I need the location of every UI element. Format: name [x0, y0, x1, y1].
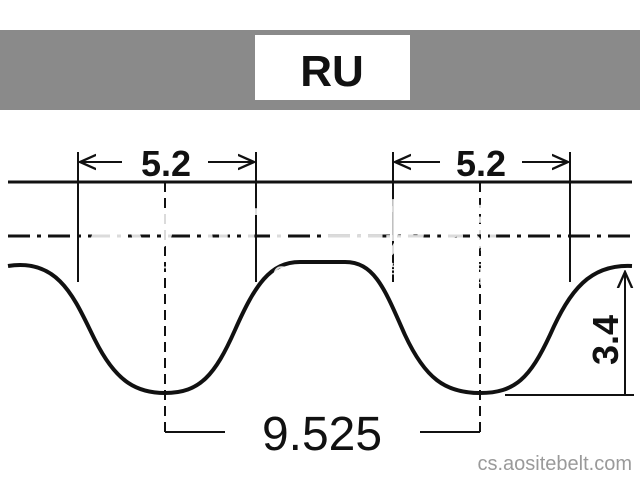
- tooth-centerlines: [164, 182, 481, 432]
- tooth-profile-curve: [7, 260, 633, 396]
- watermark-tagline: PARTS OF CARS 汽 车 配 件: [85, 262, 546, 289]
- tooth-height-label: 3.4: [585, 315, 626, 365]
- title-box: [255, 35, 410, 100]
- extension-lines: [77, 152, 571, 282]
- pitch-right-label: 5.2: [456, 143, 506, 184]
- height-dimension: [505, 272, 634, 396]
- watermark-brand: AOSITE 奥斯特: [85, 196, 505, 263]
- pitch-left-label: 5.2: [141, 143, 191, 184]
- footer-url: cs.aositebelt.com: [477, 453, 632, 475]
- profile-title: RU: [300, 47, 364, 96]
- tooth-spacing-label: 9.525: [262, 408, 382, 461]
